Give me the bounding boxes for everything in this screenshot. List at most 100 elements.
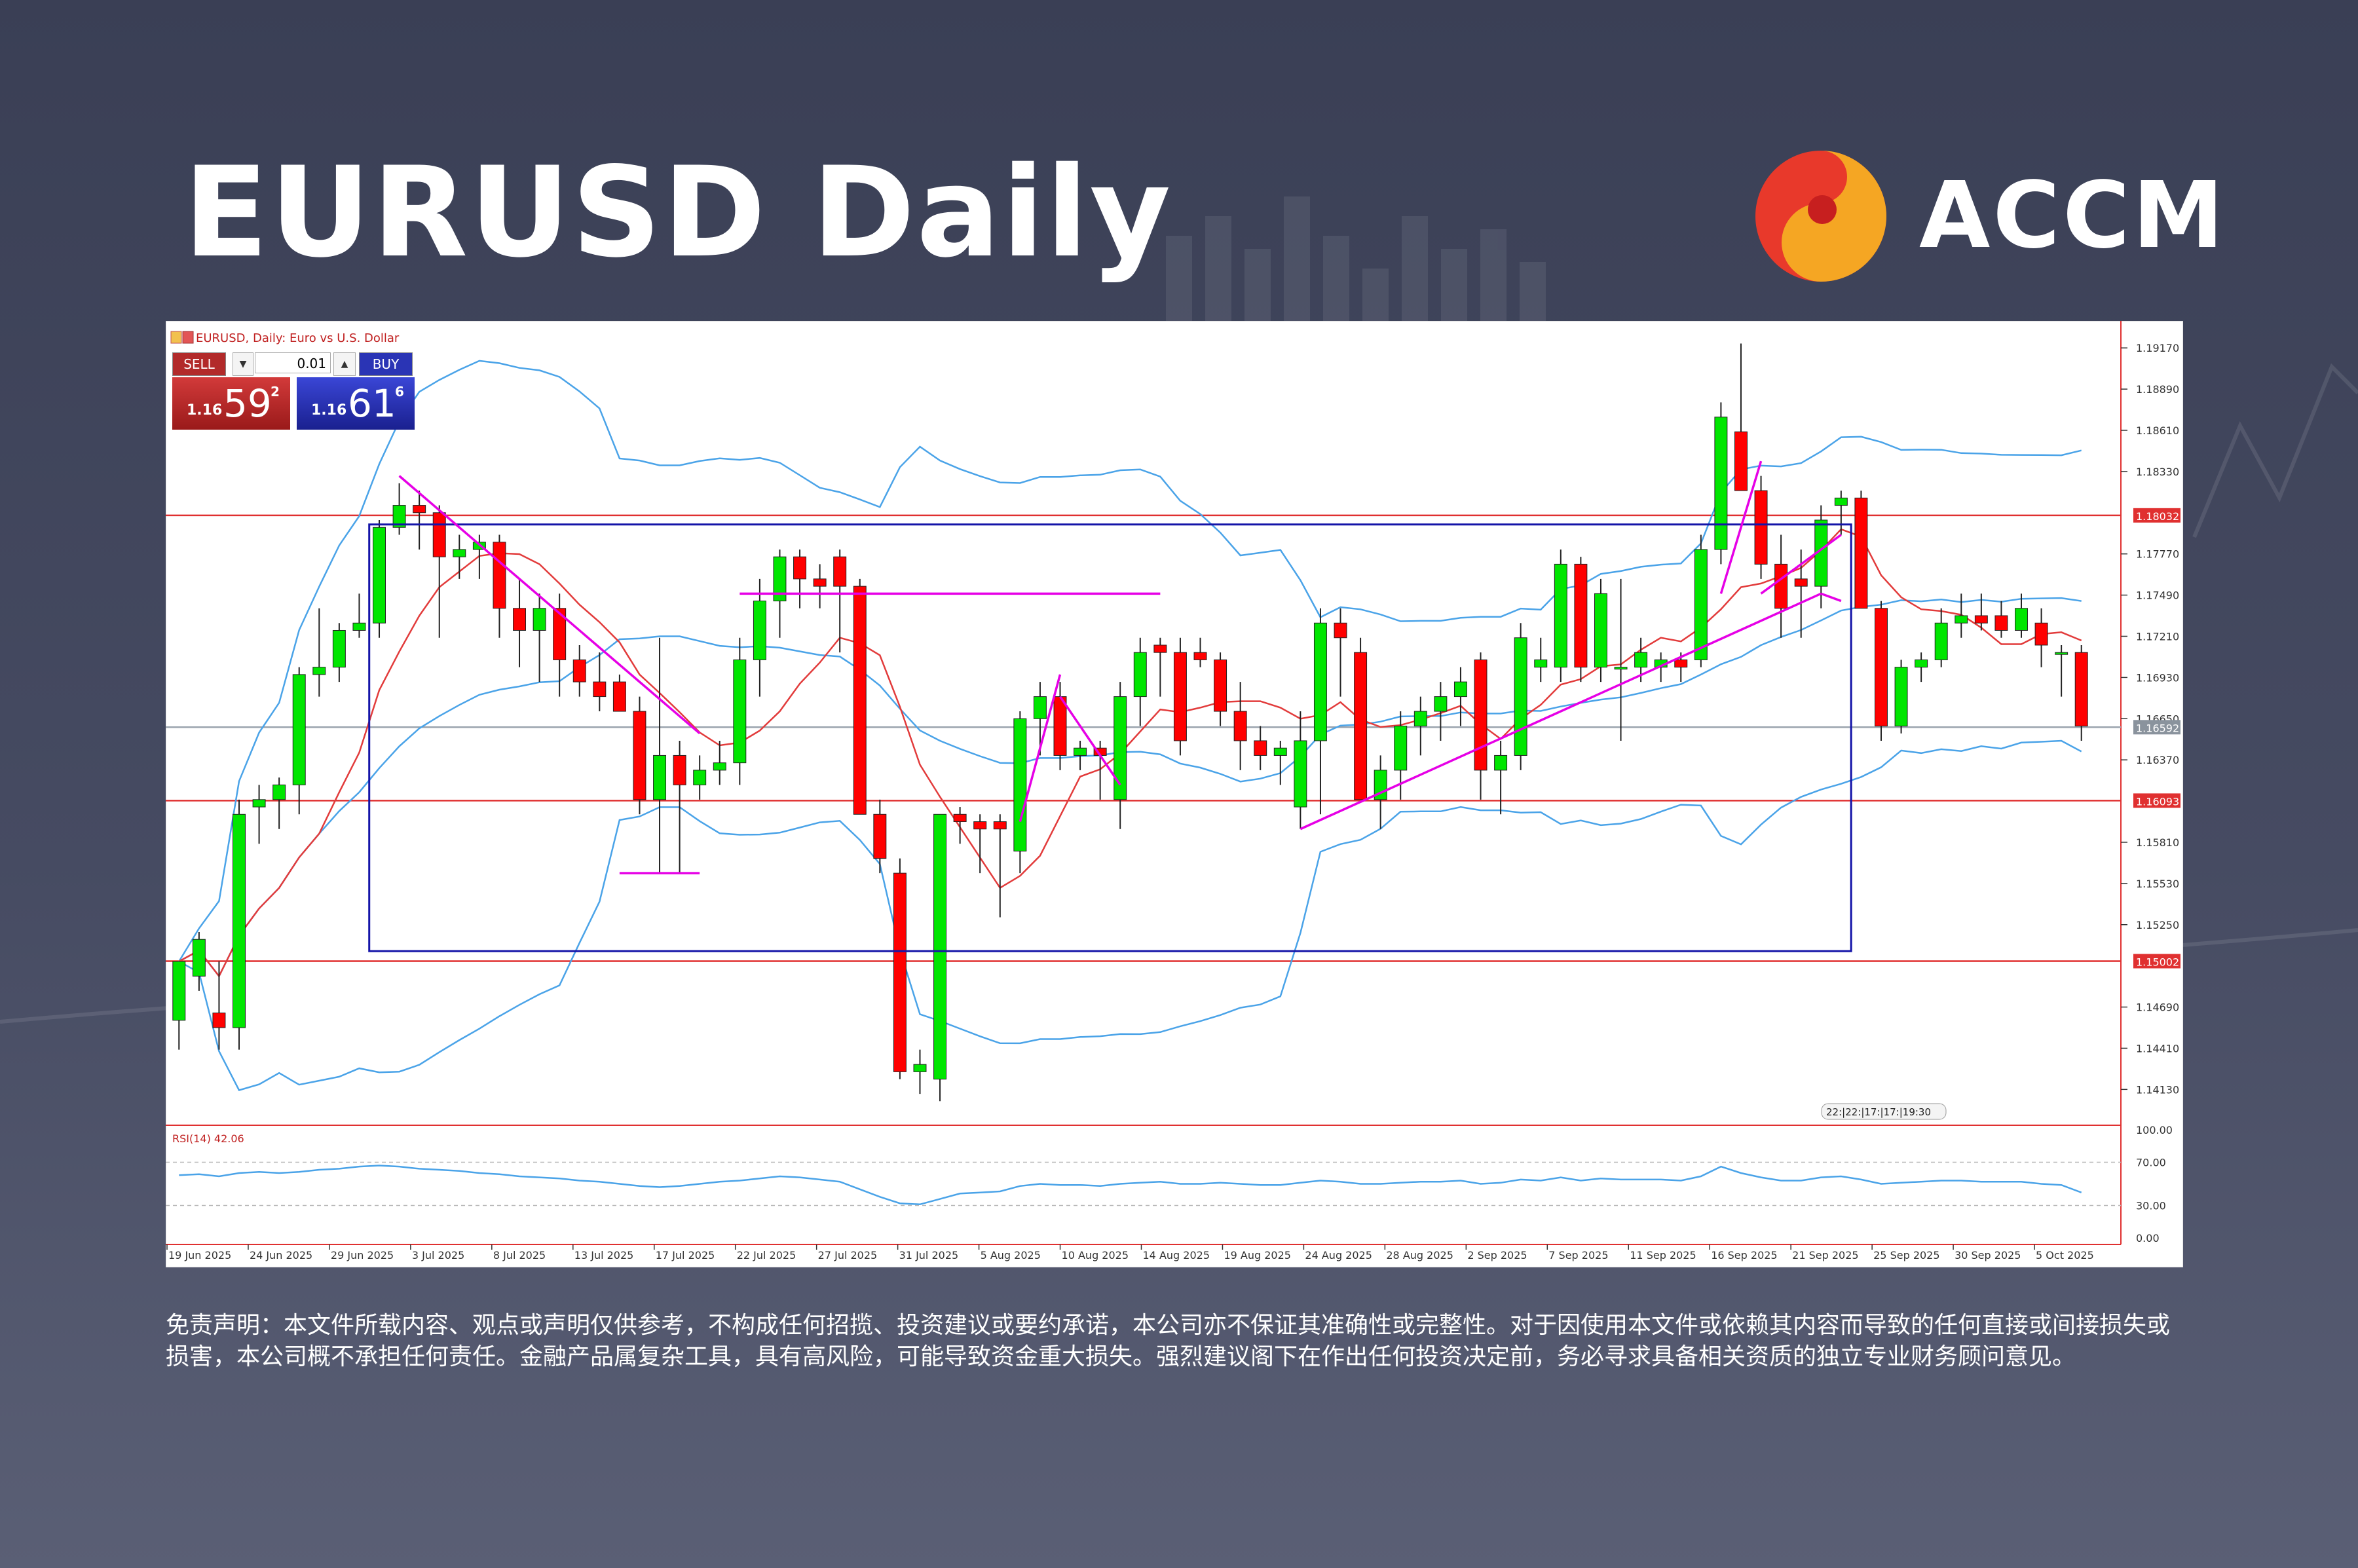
price-tick-label: 1.16370 [2136, 754, 2179, 766]
lot-size-input[interactable]: 0.01 [255, 352, 331, 373]
time-tick-label: 28 Aug 2025 [1386, 1249, 1453, 1261]
buy-price-box[interactable]: 1.16 61 6 [297, 377, 415, 430]
bullish-candle [1834, 497, 1848, 506]
time-tick-label: 3 Jul 2025 [412, 1249, 464, 1261]
time-tick-label: 10 Aug 2025 [1062, 1249, 1129, 1261]
bullish-candle [1955, 615, 1968, 624]
disclaimer: 免责声明：本文件所载内容、观点或声明仅供参考，不构成任何招揽、投资建议或要约承诺… [166, 1312, 2171, 1370]
one-click-trading-panel: SELL ▼ 0.01 ▲ BUY 1.16 59 2 1.16 61 6 [172, 352, 415, 431]
bullish-candle [2015, 608, 2028, 631]
bullish-candle [1273, 747, 1287, 756]
bearish-candle [1053, 696, 1067, 756]
sell-button[interactable]: SELL [172, 352, 226, 376]
bullish-candle [693, 770, 707, 785]
price-tick-label: 1.14130 [2136, 1083, 2179, 1096]
time-tick-label: 24 Jun 2025 [250, 1249, 312, 1261]
bearish-candle [873, 813, 887, 859]
bullish-candle [272, 784, 286, 800]
bearish-candle [1674, 659, 1688, 668]
lot-increase-icon[interactable]: ▲ [333, 352, 356, 376]
time-tick-label: 25 Sep 2025 [1873, 1249, 1939, 1261]
price-level-tag [2133, 954, 2180, 969]
bearish-candle [2074, 652, 2088, 726]
bearish-candle [1254, 740, 1267, 756]
bearish-candle [953, 813, 967, 823]
bearish-candle [572, 659, 586, 682]
time-tick-label: 27 Jul 2025 [818, 1249, 878, 1261]
price-level-label: 1.15002 [2136, 956, 2179, 968]
bullish-candle [1554, 563, 1567, 668]
brand-name: ACCM [1919, 162, 2227, 269]
bullish-candle [1074, 747, 1087, 756]
bullish-candle [332, 629, 346, 668]
bullish-candle [1714, 417, 1728, 550]
bearish-candle [612, 681, 626, 712]
rsi-axis-label: 0.00 [2136, 1232, 2160, 1244]
time-tick-label: 5 Oct 2025 [2036, 1249, 2094, 1261]
bullish-candle [352, 622, 366, 631]
bearish-candle [553, 608, 567, 660]
bullish-candle [1313, 622, 1327, 741]
sell-price-box[interactable]: 1.16 59 2 [172, 377, 290, 430]
ascending-trendline [1300, 592, 1822, 831]
bearish-candle [2034, 622, 2048, 646]
bullish-candle [292, 674, 306, 785]
bearish-candle [1354, 652, 1368, 800]
chart-panel: EURUSD, Daily: Euro vs U.S. Dollar 1.191… [166, 321, 2183, 1267]
price-tick-label: 1.16930 [2136, 671, 2179, 684]
bearish-candle [833, 556, 847, 587]
lot-decrease-icon[interactable]: ▼ [233, 352, 253, 376]
bearish-candle [493, 542, 506, 609]
time-tick-label: 2 Sep 2025 [1467, 1249, 1527, 1261]
bearish-candle [813, 578, 827, 587]
bearish-candle [413, 505, 426, 513]
price-level-label: 1.16093 [2136, 795, 2179, 808]
time-tick-label: 14 Aug 2025 [1143, 1249, 1210, 1261]
bullish-candle [1514, 637, 1527, 756]
price-tick-label: 1.19170 [2136, 342, 2179, 354]
price-tick-label: 1.15250 [2136, 919, 2179, 931]
time-tick-label: 16 Sep 2025 [1711, 1249, 1777, 1261]
price-level-tag [2133, 508, 2180, 523]
bearish-candle [853, 586, 867, 815]
rsi-line [179, 1165, 2082, 1206]
bearish-candle [1774, 563, 1788, 609]
price-tick-label: 1.18610 [2136, 424, 2179, 437]
bullish-candle [1453, 681, 1467, 698]
time-tick-label: 19 Aug 2025 [1224, 1249, 1291, 1261]
time-tick-label: 24 Aug 2025 [1305, 1249, 1372, 1261]
current-price-tag [2133, 720, 2180, 735]
bearish-candle [673, 755, 686, 785]
bullish-candle [233, 813, 246, 1028]
bearish-candle [1854, 497, 1868, 609]
bearish-candle [593, 681, 607, 698]
chart-menu-icon [170, 331, 182, 344]
rsi-axis-label: 100.00 [2136, 1124, 2173, 1136]
price-chart[interactable]: EURUSD, Daily: Euro vs U.S. Dollar 1.191… [166, 321, 2183, 1267]
bollinger-upper-band [178, 360, 2082, 962]
time-tick-label: 21 Sep 2025 [1792, 1249, 1858, 1261]
time-tick-label: 31 Jul 2025 [899, 1249, 959, 1261]
time-tick-label: 22 Jul 2025 [737, 1249, 796, 1261]
bullish-candle [753, 601, 766, 660]
bullish-candle [1694, 549, 1708, 660]
ascending-trendline-tip [1820, 592, 1842, 603]
bullish-candle [733, 659, 747, 764]
descending-trendline [398, 475, 701, 735]
bearish-candle [1794, 578, 1808, 587]
brand: ACCM [1749, 144, 2224, 288]
buy-button[interactable]: BUY [359, 352, 413, 376]
bearish-candle [1754, 490, 1768, 565]
time-tick-label: 13 Jul 2025 [574, 1249, 634, 1261]
bullish-candle [252, 799, 266, 808]
price-tick-label: 1.18890 [2136, 383, 2179, 396]
bullish-candle [913, 1064, 927, 1072]
bearish-candle [1153, 644, 1167, 653]
price-tick-label: 1.14410 [2136, 1042, 2179, 1055]
bearish-candle [432, 512, 446, 557]
time-tick-label: 19 Jun 2025 [168, 1249, 231, 1261]
bullish-candle [312, 667, 326, 675]
bullish-candle [1494, 755, 1508, 771]
bollinger-lower-band [178, 739, 2082, 1091]
bullish-candle [1934, 622, 1948, 660]
